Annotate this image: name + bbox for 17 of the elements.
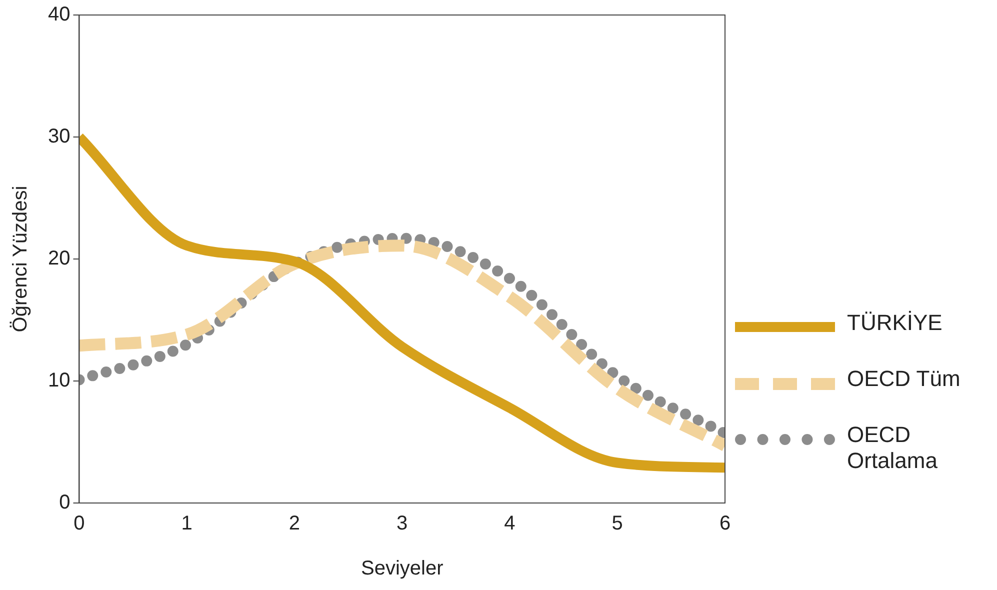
y-axis-title: Öğrenci Yüzdesi — [10, 186, 32, 332]
legend-label: TÜRKİYE — [847, 310, 944, 336]
legend-label: OECD Tüm — [847, 366, 962, 392]
x-tick-label: 0 — [74, 512, 85, 535]
x-tick-label: 1 — [181, 512, 192, 535]
y-tick-label: 30 — [48, 126, 70, 148]
legend-label: OECD Ortalama — [847, 422, 938, 474]
y-tick-label: 40 — [48, 4, 70, 26]
y-tick-label: 20 — [48, 248, 70, 270]
x-tick-label: 5 — [612, 512, 623, 535]
y-tick-label: 0 — [59, 492, 70, 514]
x-tick-label: 2 — [288, 512, 300, 535]
y-tick-label: 10 — [48, 370, 70, 392]
x-tick-label: 3 — [396, 512, 408, 535]
x-tick-label: 4 — [504, 512, 516, 535]
x-axis-title: Seviyeler — [360, 558, 444, 580]
x-tick-label: 6 — [719, 512, 731, 535]
